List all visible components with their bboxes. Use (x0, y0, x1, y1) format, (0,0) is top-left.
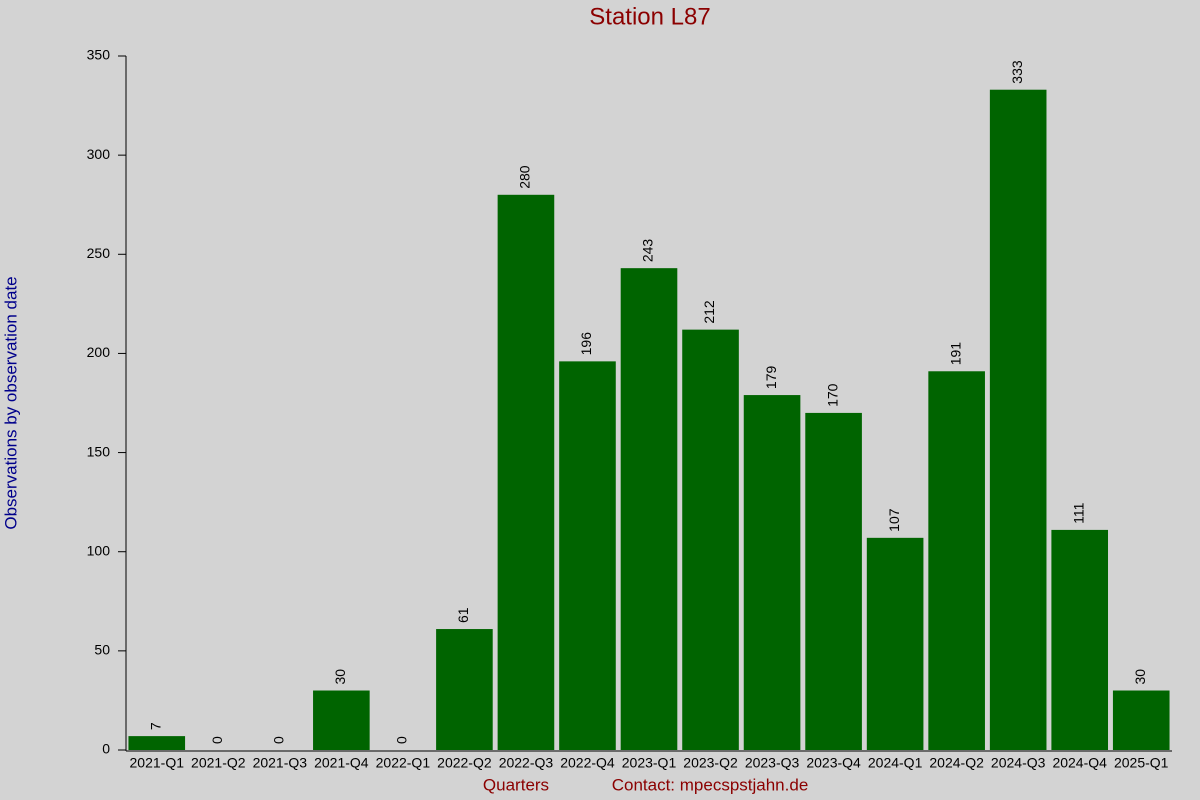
x-tick-label: 2021-Q2 (191, 755, 246, 771)
value-label: 212 (701, 300, 717, 324)
bar (866, 537, 924, 750)
x-tick-label: 2024-Q2 (929, 755, 984, 771)
value-label: 191 (947, 342, 963, 366)
bar (805, 412, 862, 750)
x-tick-label: 2024-Q1 (868, 755, 923, 771)
bar (989, 89, 1047, 751)
value-label: 196 (578, 332, 594, 356)
x-tick-label: 2022-Q1 (376, 755, 431, 771)
x-tick-label: 2023-Q2 (683, 755, 738, 771)
value-label: 0 (209, 736, 225, 744)
bar (313, 690, 370, 750)
x-tick-label: 2022-Q4 (560, 755, 615, 771)
bar (682, 329, 739, 750)
x-tick-label: 2023-Q3 (745, 755, 800, 771)
chart-title: Station L87 (589, 3, 710, 30)
y-tick-label: 100 (87, 542, 111, 558)
bar (497, 194, 555, 751)
y-tick-label: 250 (87, 245, 111, 261)
bar (559, 361, 616, 750)
annotation: Contact: mpecspstjahn.de (612, 775, 809, 794)
value-label: 30 (332, 669, 348, 685)
x-tick-label: 2022-Q3 (499, 755, 554, 771)
value-label: 111 (1070, 502, 1086, 523)
x-tick-label: 2021-Q1 (130, 755, 185, 771)
x-tick-label: 2023-Q1 (622, 755, 677, 771)
bar (128, 736, 186, 750)
bar (928, 371, 985, 750)
bar (743, 395, 801, 750)
value-label: 179 (763, 365, 779, 389)
value-label: 7 (147, 722, 163, 730)
bar (436, 629, 493, 750)
y-tick-label: 300 (87, 146, 111, 162)
value-label: 30 (1132, 669, 1148, 685)
value-label: 280 (517, 165, 533, 189)
value-label: 0 (271, 736, 287, 744)
x-tick-label: 2022-Q2 (437, 755, 492, 771)
bar (1051, 529, 1109, 750)
value-label: 243 (640, 239, 656, 263)
value-label: 107 (886, 508, 902, 532)
y-tick-label: 350 (87, 47, 111, 63)
y-tick-label: 200 (87, 344, 111, 360)
x-tick-label: 2021-Q3 (253, 755, 308, 771)
x-tick-label: 2023-Q4 (806, 755, 861, 771)
bar (1112, 690, 1170, 750)
y-tick-label: 50 (94, 642, 110, 658)
y-axis-label: Observations by observation date (1, 276, 20, 529)
x-tick-label: 2025-Q1 (1114, 755, 1169, 771)
x-tick-label: 2024-Q4 (1052, 755, 1107, 771)
bar (620, 268, 678, 750)
x-axis-label: Quarters (483, 775, 549, 794)
value-label: 61 (455, 607, 471, 623)
y-tick-label: 150 (87, 443, 111, 459)
x-tick-label: 2024-Q3 (991, 755, 1046, 771)
value-label: 0 (394, 736, 410, 744)
value-label: 170 (824, 383, 840, 407)
y-tick-label: 0 (102, 741, 110, 757)
x-tick-label: 2021-Q4 (314, 755, 369, 771)
value-label: 333 (1009, 60, 1025, 84)
